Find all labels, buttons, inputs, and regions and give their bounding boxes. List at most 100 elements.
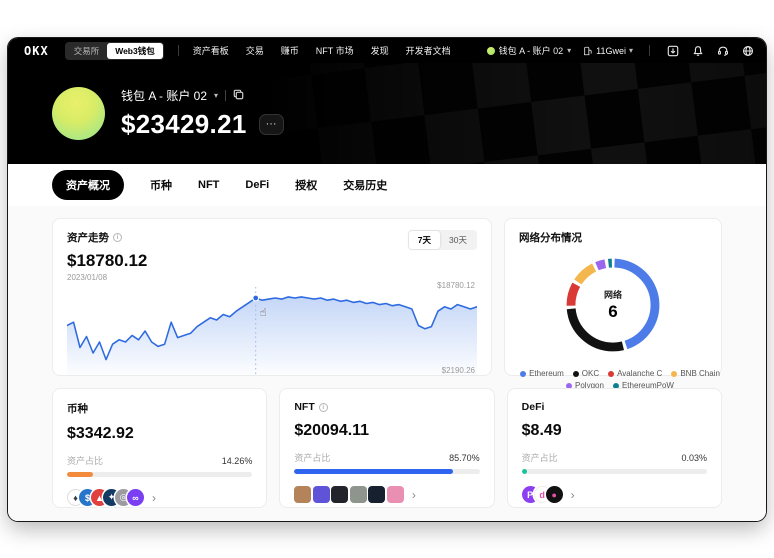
range-toggle: 7天 30天 [407,230,477,250]
divider [225,90,227,101]
network-distribution-card: 网络分布情况 网络 6 Ethereum OKC Avalanche C BNB Ch… [504,218,722,390]
donut-center-value: 6 [608,302,618,321]
trend-current-value: $18780.12 [67,251,148,270]
language-globe-icon[interactable] [741,44,754,57]
bottom-row: 币种 $3342.92 资产占比 14.26% ♦ $ ▲ ✦ ◎ ∞ › [52,388,722,508]
nft-total-value: $20094.11 [294,422,370,439]
nav-item-trade[interactable]: 交易 [245,46,264,56]
hero-wallet-name: 钱包 A - 账户 02 [121,89,208,103]
support-headset-icon[interactable] [716,44,729,57]
trend-chart-area[interactable]: $18780.12 $2190.26 ☝ [67,281,477,379]
coins-card-title: 币种 [67,403,88,415]
donut-segment-avalanche-c [566,258,660,352]
hero-text-block: 钱包 A - 账户 02 ▾ $23429.21 ··· [121,87,284,140]
navbar-right: 钱包 A - 账户 02 ▾ 11Gwei ▾ [486,44,754,57]
legend-dot [572,370,579,377]
share-percent: 85.70% [449,452,480,463]
nav-item-dev-docs[interactable]: 开发者文档 [405,46,451,56]
divider [649,45,650,56]
share-bar-fill [294,469,454,474]
trend-card-title-row: 资产走势 i [67,230,477,245]
defi-share-row: 资产占比 0.03% [522,451,707,464]
chevron-right-icon[interactable]: › [411,487,416,502]
defi-card-title: DeFi [521,401,545,413]
download-app-icon[interactable] [666,44,679,57]
wallet-account-selector[interactable]: 钱包 A - 账户 02 ▾ [486,44,572,57]
trend-line-chart [67,287,477,379]
tab-defi[interactable]: DeFi [245,179,270,191]
network-card-title-row: 网络分布情况 [519,230,707,245]
top-navbar: OKX 交易所 Web3钱包 资产看板 交易 赚币 NFT 市场 发现 开发者文… [8,38,766,63]
donut-center-label: 网络 [603,290,622,300]
tab-coins[interactable]: 币种 [150,180,172,192]
coins-icon-row-wrap: ♦ $ ▲ ✦ ◎ ∞ › [67,489,252,506]
tab-nft[interactable]: NFT [198,179,220,191]
nft-thumbnail [349,486,367,503]
chevron-right-icon[interactable]: › [152,490,156,505]
share-bar-track [67,472,253,477]
info-icon[interactable]: i [318,402,328,412]
gas-price-selector[interactable]: 11Gwei ▾ [583,46,633,56]
share-label: 资产占比 [294,453,331,463]
tab-history[interactable]: 交易历史 [343,180,388,192]
trend-min-label: $2190.26 [441,366,475,375]
tab-asset-overview[interactable]: 资产概况 [52,170,124,200]
share-bar-fill [67,472,94,477]
nft-thumbnail [294,486,312,503]
nft-thumbnail [368,486,386,503]
asset-tabs: 资产概况 币种 NFT DeFi 授权 交易历史 [8,164,766,206]
notifications-bell-icon[interactable] [691,44,704,57]
range-30d-button[interactable]: 30天 [440,231,476,249]
legend-item-polygon: Polygon [566,381,604,390]
range-7d-button[interactable]: 7天 [408,231,441,249]
network-legend: Ethereum OKC Avalanche C BNB Chain Polygon Et… [519,369,721,390]
nav-item-earn[interactable]: 赚币 [280,46,299,56]
chevron-right-icon[interactable]: › [570,487,575,502]
legend-item-okc: OKC [572,369,599,378]
legend-item-ethereumpow: EthereumPoW [612,381,674,390]
asset-trend-card: 资产走势 i 7天 30天 $18780.12 2023/01/08 $1878… [52,218,492,379]
copy-address-icon[interactable] [233,89,244,103]
nft-thumbnail [386,486,404,503]
defi-card-title-row: DeFi [522,401,707,413]
top-row: 资产走势 i 7天 30天 $18780.12 2023/01/08 $1878… [52,218,722,390]
total-balance: $23429.21 [121,109,247,139]
nav-item-nft-market[interactable]: NFT 市场 [315,46,354,56]
trend-max-label: $18780.12 [437,281,475,290]
nft-thumbnail [312,486,330,503]
wallet-hero-header: 钱包 A - 账户 02 ▾ $23429.21 ··· [8,63,766,164]
coins-summary-card: 币种 $3342.92 资产占比 14.26% ♦ $ ▲ ✦ ◎ ∞ › [52,388,268,508]
hero-wallet-name-row[interactable]: 钱包 A - 账户 02 ▾ [121,87,284,104]
network-donut-chart: 网络 6 [557,249,669,361]
nav-menu: 资产看板 交易 赚币 NFT 市场 发现 开发者文档 [193,44,451,57]
toggle-web3-wallet[interactable]: Web3钱包 [107,42,163,59]
donut-svg [566,258,660,352]
hero-balance-row: $23429.21 ··· [121,109,284,140]
tab-approvals[interactable]: 授权 [295,180,318,192]
app-window: OKX 交易所 Web3钱包 资产看板 交易 赚币 NFT 市场 发现 开发者文… [8,38,766,521]
more-actions-button[interactable]: ··· [258,114,284,135]
toggle-exchange[interactable]: 交易所 [66,43,108,59]
trend-hover-date: 2023/01/08 [67,273,108,282]
legend-dot [520,370,527,377]
share-bar-track [294,469,480,474]
legend-dot [608,370,615,377]
nav-item-discover[interactable]: 发现 [370,46,389,56]
legend-item-avalanche-c: Avalanche C [608,369,662,378]
coins-total-value: $3342.92 [67,425,134,442]
nft-summary-card: NFT i $20094.11 资产占比 85.70% › [279,388,495,508]
chevron-down-icon: ▾ [567,46,572,55]
dashboard-content: 资产走势 i 7天 30天 $18780.12 2023/01/08 $1878… [8,206,766,521]
defi-total-value: $8.49 [521,422,562,439]
nft-thumb-row [294,486,404,503]
legend-item-bnb-chain: BNB Chain [671,369,720,378]
wallet-avatar [52,87,105,140]
info-icon[interactable]: i [113,233,122,242]
share-label: 资产占比 [521,453,558,463]
nav-item-asset-dashboard[interactable]: 资产看板 [192,46,229,56]
chevron-down-icon: ▾ [214,91,219,100]
legend-dot [566,382,573,389]
